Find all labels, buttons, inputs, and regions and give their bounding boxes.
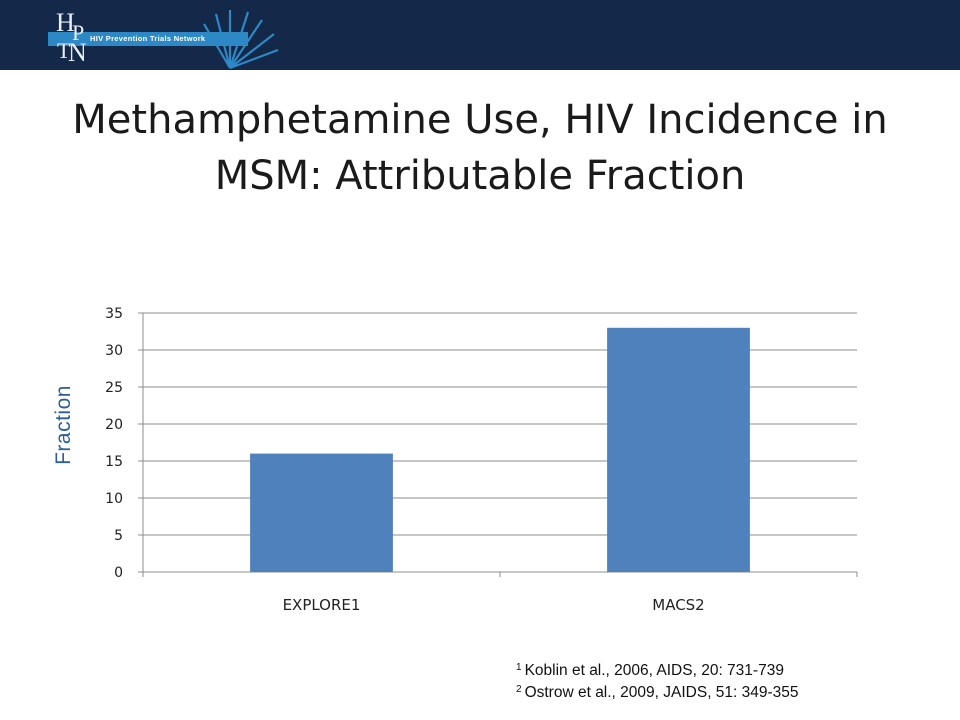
logo-band bbox=[48, 32, 248, 46]
logo-letter-h: H bbox=[56, 8, 75, 37]
y-tick-label: 0 bbox=[114, 565, 123, 581]
bar-chart: 0 5 10 15 20 25 30 35 EXPLORE1 MACS2 bbox=[105, 306, 858, 614]
network-name: HIV Prevention Trials Network bbox=[90, 34, 206, 43]
x-tick-label: EXPLORE1 bbox=[283, 596, 361, 614]
header-bar: H P T N HIV Prevention Trials Network bbox=[0, 0, 960, 70]
logo-letter-p: P bbox=[72, 20, 85, 45]
y-tick-label: 30 bbox=[105, 343, 123, 359]
footnote-2-marker: 2 bbox=[516, 684, 522, 695]
y-tick-label: 15 bbox=[105, 454, 123, 470]
footnote-2-text: Ostrow et al., 2009, JAIDS, 51: 349-355 bbox=[524, 684, 799, 701]
footnote-2: 2 Ostrow et al., 2009, JAIDS, 51: 349-355 bbox=[516, 684, 799, 702]
footnote-1-text: Koblin et al., 2006, AIDS, 20: 731-739 bbox=[524, 662, 784, 679]
y-tick-label: 10 bbox=[105, 491, 123, 507]
hptn-logo: H P T N HIV Prevention Trials Network bbox=[40, 4, 280, 70]
slide-title: Methamphetamine Use, HIV Incidence in MS… bbox=[0, 92, 960, 204]
y-tick-label: 25 bbox=[105, 380, 123, 396]
y-tick-label: 35 bbox=[105, 306, 123, 322]
y-tick-label: 20 bbox=[105, 417, 123, 433]
footnote-1: 1 Koblin et al., 2006, AIDS, 20: 731-739 bbox=[516, 662, 784, 680]
slide-title-line-1: Methamphetamine Use, HIV Incidence in bbox=[72, 97, 888, 143]
slide-title-line-2: MSM: Attributable Fraction bbox=[214, 153, 746, 199]
logo-letter-n: N bbox=[68, 38, 87, 67]
y-tick-label: 5 bbox=[114, 528, 123, 544]
bar-macs2 bbox=[607, 327, 750, 572]
bar-explore1 bbox=[250, 453, 393, 572]
logo-letter-t: T bbox=[57, 38, 71, 63]
x-tick-label: MACS2 bbox=[652, 596, 704, 614]
y-axis-label: Fraction bbox=[52, 385, 75, 465]
logo-letters: H P T N bbox=[54, 8, 94, 67]
footnote-1-marker: 1 bbox=[516, 662, 522, 673]
